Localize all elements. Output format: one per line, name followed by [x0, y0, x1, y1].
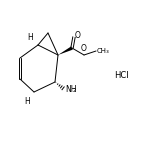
Text: NH: NH: [65, 85, 76, 93]
Text: 2: 2: [73, 88, 76, 93]
Text: CH₃: CH₃: [97, 48, 110, 54]
Text: O: O: [81, 44, 87, 53]
Text: H: H: [24, 97, 30, 105]
Text: O: O: [75, 31, 81, 40]
Text: HCl: HCl: [114, 71, 128, 81]
Polygon shape: [58, 46, 73, 55]
Text: H: H: [27, 33, 33, 41]
